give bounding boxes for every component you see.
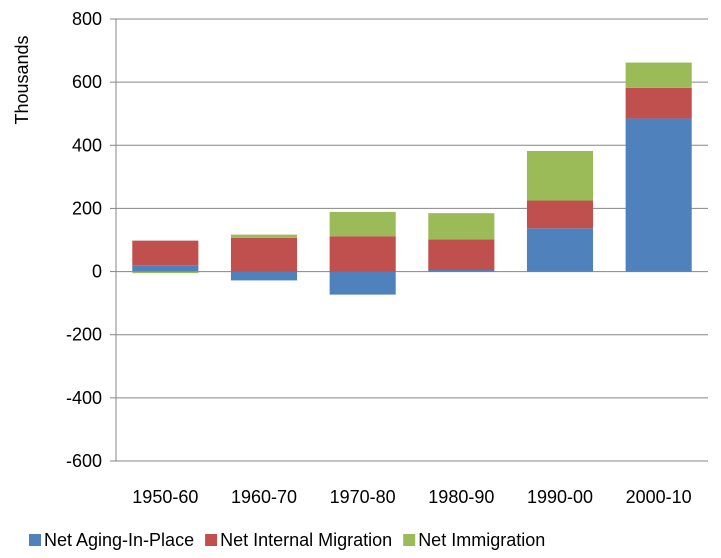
bar-segment: [428, 239, 495, 270]
bar-segment: [329, 271, 396, 295]
bar-segment: [625, 87, 692, 119]
bar-segment: [428, 269, 495, 272]
y-tick-label: 200: [72, 198, 102, 218]
y-tick-label: -200: [66, 325, 102, 345]
bar-segment: [428, 213, 495, 240]
legend-swatch: [403, 534, 416, 546]
x-tick-labels: 1950-60 1960-70 1970-80 1980-90 1990-00 2000-…: [132, 487, 691, 507]
x-tick-label: 1970-80: [330, 487, 396, 507]
x-tick-label: 1980-90: [428, 487, 494, 507]
y-tick-label: 0: [92, 262, 102, 282]
x-tick-label: 1990-00: [527, 487, 593, 507]
bar-segment: [132, 271, 199, 274]
bar-segment: [230, 237, 298, 272]
bar-segment: [230, 234, 298, 238]
bar-segment: [526, 228, 594, 272]
bar-segment: [329, 236, 396, 272]
legend: Net Aging-In-Place Net Internal Migration…: [29, 530, 545, 550]
y-tick-label: 800: [72, 9, 102, 29]
bar-segment: [625, 62, 692, 88]
bar-segment: [132, 265, 199, 272]
bar-segment: [526, 150, 594, 201]
legend-swatch: [29, 534, 41, 546]
bar-segment: [625, 118, 692, 272]
y-tick-labels: -600 -400 -200 0 200 400 600 800: [66, 9, 102, 471]
legend-label: Net Internal Migration: [220, 530, 392, 550]
bars: [132, 62, 692, 295]
bar-segment: [329, 211, 396, 237]
y-tick-label: -600: [66, 451, 102, 471]
legend-swatch: [205, 534, 218, 546]
x-tick-label: 2000-10: [626, 487, 692, 507]
y-tick-label: 600: [72, 72, 102, 92]
y-tick-label: -400: [66, 388, 102, 408]
bar-segment: [132, 240, 199, 266]
legend-label: Net Immigration: [418, 530, 545, 550]
y-tick-label: 400: [72, 135, 102, 155]
legend-label: Net Aging-In-Place: [44, 530, 194, 550]
bar-segment: [526, 200, 594, 229]
y-axis-title: Thousands: [12, 35, 32, 124]
x-tick-label: 1950-60: [132, 487, 198, 507]
x-tick-label: 1960-70: [231, 487, 297, 507]
bar-segment: [230, 271, 298, 281]
gridlines: [110, 18, 708, 462]
